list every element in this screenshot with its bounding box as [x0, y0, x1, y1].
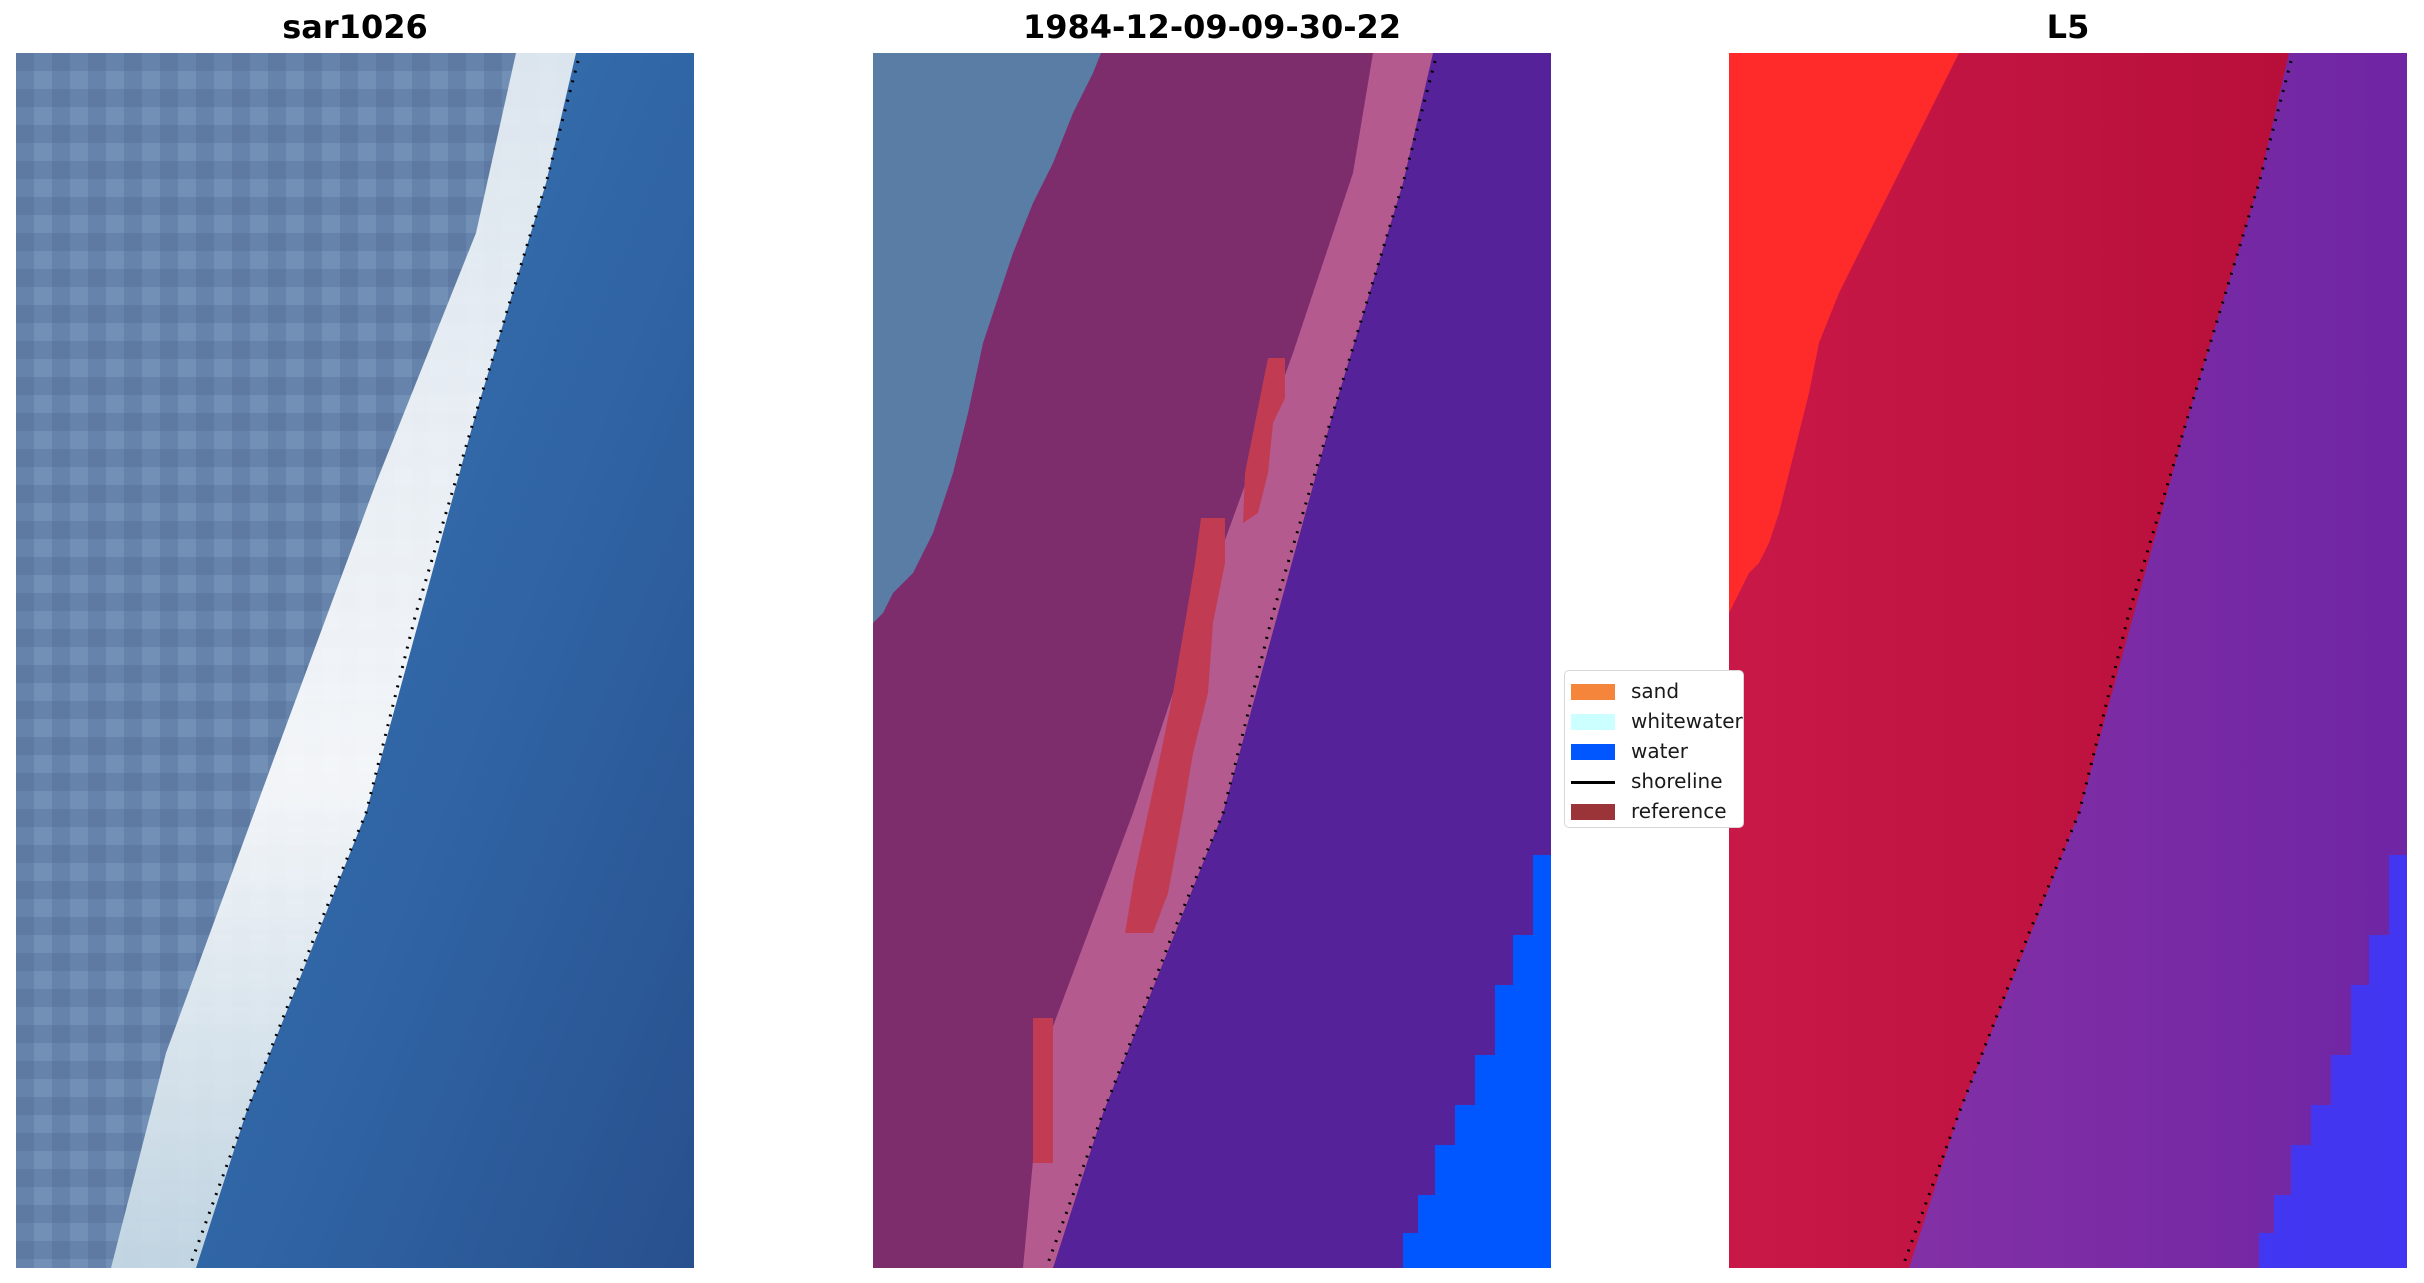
legend-label: sand [1631, 679, 1680, 703]
image-panel-l5 [1729, 53, 2407, 1268]
legend-line-shoreline [1571, 781, 1615, 784]
legend-item-sand: sand [1565, 677, 1743, 703]
legend-item-water: water [1565, 737, 1743, 763]
sar-surf-zone [111, 53, 576, 1268]
legend-swatch-sand [1571, 684, 1615, 700]
legend-item-whitewater: whitewater [1565, 707, 1743, 733]
legend-label: shoreline [1631, 769, 1723, 793]
panel-title-l5: L5 [2046, 8, 2090, 46]
sar-water [196, 53, 694, 1268]
legend-item-shoreline: shoreline [1565, 767, 1743, 793]
l5-blue-patch [2259, 855, 2407, 1268]
panel-title-sar1026: sar1026 [282, 8, 428, 46]
panel-title-classification: 1984-12-09-09-30-22 [1022, 8, 1402, 46]
l5-image [1729, 53, 2407, 1268]
class-surf-pink [1023, 53, 1433, 1268]
legend-label: water [1631, 739, 1688, 763]
legend-label: whitewater [1631, 709, 1743, 733]
classification-image [873, 53, 1551, 1268]
legend-swatch-whitewater [1571, 714, 1615, 730]
l5-land [1729, 53, 2289, 1268]
class-reference-1 [1243, 358, 1285, 523]
class-water [1403, 855, 1551, 1268]
sar-image [16, 53, 694, 1268]
class-reference-2 [1125, 518, 1225, 933]
image-panel-sar1026 [16, 53, 694, 1268]
legend-item-reference: reference [1565, 797, 1743, 823]
legend: sand whitewater water shoreline referenc… [1564, 670, 1744, 828]
legend-label: reference [1631, 799, 1727, 823]
legend-swatch-water [1571, 744, 1615, 760]
l5-bright-red [1729, 53, 1959, 613]
class-reference-3 [1033, 1018, 1053, 1163]
class-unclassified [873, 53, 1101, 623]
legend-swatch-reference [1571, 804, 1615, 820]
image-panel-classification [873, 53, 1551, 1268]
